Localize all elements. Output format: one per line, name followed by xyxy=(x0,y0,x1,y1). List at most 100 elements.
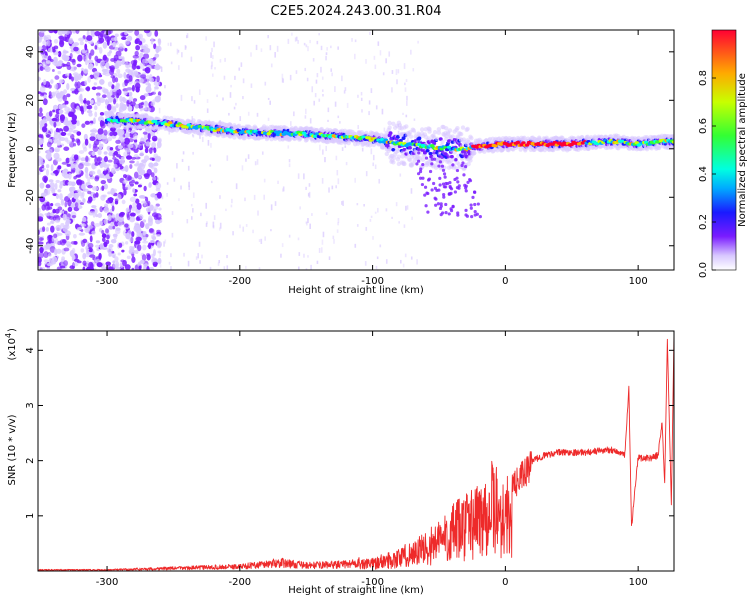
snr-y-multiplier-exponent: 4 xyxy=(4,333,13,338)
heatmap-cell xyxy=(280,253,282,258)
heatmap-cell xyxy=(421,176,425,180)
heatmap-cell xyxy=(115,260,120,268)
heatmap-cell xyxy=(138,78,144,84)
heatmap-cell xyxy=(106,103,112,111)
heatmap-cell xyxy=(311,213,313,216)
heatmap-cell xyxy=(94,175,100,180)
heatmap-cell xyxy=(63,125,69,132)
heatmap-cell xyxy=(357,125,360,130)
heatmap-cell xyxy=(127,175,133,181)
heatmap-cell xyxy=(170,61,173,65)
heatmap-cell xyxy=(60,90,64,95)
heatmap-cell xyxy=(156,146,159,149)
heatmap-cell xyxy=(70,102,77,109)
heatmap-cell xyxy=(116,193,122,201)
heatmap-cell xyxy=(38,252,44,259)
colorbar-tick-label: 0.6 xyxy=(698,118,709,134)
heatmap-cell xyxy=(112,131,118,137)
heatmap-cell xyxy=(301,131,307,135)
heatmap-cell xyxy=(138,33,143,40)
heatmap-cell xyxy=(426,191,430,196)
heatmap-cell xyxy=(245,158,247,162)
heatmap-cell xyxy=(305,108,307,115)
heatmap-cell xyxy=(52,48,56,53)
heatmap-cell xyxy=(94,111,98,118)
heatmap-cell xyxy=(87,242,94,249)
heatmap-cell xyxy=(288,234,291,238)
heatmap-cell xyxy=(289,74,292,81)
heatmap-cell xyxy=(47,243,53,248)
heatmap-cell xyxy=(232,231,234,236)
heatmap-cell xyxy=(171,211,174,215)
heatmap-cell xyxy=(119,159,125,165)
heatmap-cell xyxy=(106,234,110,240)
heatmap-cell xyxy=(59,136,66,142)
heatmap-cell xyxy=(219,222,222,229)
heatmap-cell xyxy=(67,193,73,199)
heatmap-cell xyxy=(110,238,117,244)
heatmap-cell xyxy=(46,222,51,226)
heatmap-cell xyxy=(117,216,124,223)
heatmap-cell xyxy=(133,154,139,158)
heatmap-cell xyxy=(334,86,336,93)
heatmap-cell xyxy=(438,176,442,181)
heatmap-cell xyxy=(124,147,131,153)
heatmap-cell xyxy=(149,147,153,154)
heatmap-cell xyxy=(101,185,105,191)
heatmap-cell xyxy=(411,216,413,220)
heatmap-cell xyxy=(77,54,83,62)
heatmap-cell xyxy=(121,199,126,205)
heatmap-cell xyxy=(91,205,97,209)
heatmap-cell xyxy=(376,256,379,260)
heatmap-cell xyxy=(48,216,55,220)
heatmap-cell xyxy=(375,265,378,270)
heatmap-cell xyxy=(142,266,146,270)
heatmap-cell xyxy=(345,161,348,166)
heatmap-cell xyxy=(406,95,408,101)
heatmap-cell xyxy=(100,180,107,185)
heatmap-cell xyxy=(304,115,307,119)
heatmap-cell xyxy=(370,148,373,155)
heatmap-cell xyxy=(182,151,185,155)
heatmap-cell xyxy=(213,215,216,220)
heatmap-cell xyxy=(462,173,466,177)
heatmap-cell xyxy=(364,261,367,266)
heatmap-cell xyxy=(405,205,407,211)
heatmap-cell xyxy=(55,157,62,162)
heatmap-cell xyxy=(45,227,49,232)
heatmap-cell xyxy=(152,138,157,142)
heatmap-cell xyxy=(38,138,45,145)
heatmap-cell xyxy=(49,220,53,224)
heatmap-cell xyxy=(54,75,60,80)
heatmap-cell xyxy=(102,136,108,144)
heatmap-cell xyxy=(252,229,254,234)
heatmap-cell xyxy=(104,72,111,77)
heatmap-cell xyxy=(671,140,674,144)
heatmap-cell xyxy=(75,138,80,143)
heatmap-cell xyxy=(131,179,136,184)
heatmap-cell xyxy=(57,50,62,58)
heatmap-cell xyxy=(223,266,226,270)
heatmap-cell xyxy=(190,56,193,62)
heatmap-cell xyxy=(449,154,454,159)
heatmap-cell xyxy=(107,191,112,195)
heatmap-cell xyxy=(410,256,413,260)
heatmap-cell xyxy=(99,206,104,213)
heatmap-cell xyxy=(43,78,47,86)
heatmap-cell xyxy=(326,47,328,51)
heatmap-cell xyxy=(391,121,396,126)
heatmap-cell xyxy=(370,215,373,218)
heatmap-cell xyxy=(150,37,154,45)
heatmap-cell xyxy=(230,204,233,208)
heatmap-cell xyxy=(47,47,52,53)
heatmap-cell xyxy=(81,123,86,128)
heatmap-cell xyxy=(493,144,498,148)
heatmap-cell xyxy=(139,95,146,101)
heatmap-cell xyxy=(142,58,147,64)
heatmap-cell xyxy=(441,182,446,186)
heatmap-cell xyxy=(99,78,105,85)
heatmap-cell xyxy=(71,214,77,219)
heatmap-cell xyxy=(118,43,124,49)
heatmap-cell xyxy=(58,104,64,110)
heatmap-cell xyxy=(96,99,101,107)
